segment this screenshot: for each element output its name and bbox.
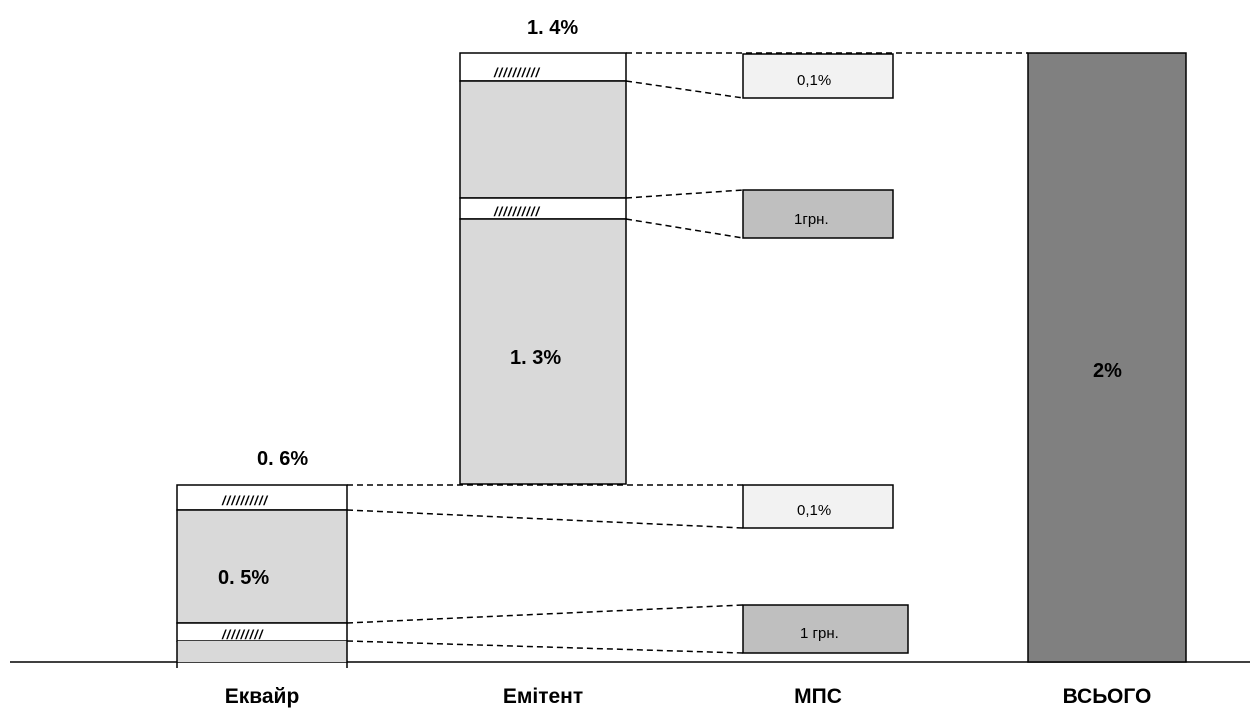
issuer-top-label: 1. 4% [527,17,578,39]
mps-column: 0,1% 1грн. 0,1% 1 грн. [742,53,909,654]
acquirer-top-label: 0. 6% [257,448,308,470]
acquirer-hatch-top: ////////// [221,493,269,508]
issuer-column: ////////// ////////// 1. 4% 1. 3% [459,17,627,485]
issuer-top-strip [459,52,627,82]
mps-box-3-label: 0,1% [797,502,831,519]
issuer-mid-strip [459,197,627,220]
acquirer-main-label: 0. 5% [218,567,269,589]
issuer-main-block [459,218,627,485]
total-column: 2% [1027,52,1187,663]
total-label: 2% [1093,360,1122,382]
mps-box-3 [742,484,894,529]
category-label-mps: МПС [794,685,842,708]
issuer-hatch-mid: ////////// [493,204,541,219]
connector-issuer-mid-bottom-to-mps2 [625,218,744,239]
mps-box-1 [742,53,894,99]
connectors [346,52,1028,654]
issuer-upper-block [459,80,627,199]
mps-box-4 [742,604,909,654]
mps-box-4-label: 1 грн. [800,625,839,642]
connector-issuer-mid-top-to-mps2 [625,189,744,199]
acquirer-bottom-block [177,641,347,662]
connector-issuer-strip-to-mps1 [625,80,744,99]
category-label-issuer: Емітент [503,685,583,708]
acquirer-main-block [176,509,348,624]
connector-acquirer-strip-to-mps3 [346,509,744,529]
mps-box-2-label: 1грн. [794,211,829,228]
category-label-acquirer: Еквайр [225,685,300,708]
issuer-hatch-top: ////////// [493,65,541,80]
category-labels: Еквайр Емітент МПС ВСЬОГО [225,685,1152,708]
connector-acquirer-lower-bottom-to-mps4 [346,640,744,654]
category-label-total: ВСЬОГО [1063,685,1152,708]
total-bar [1027,52,1187,663]
connector-acquirer-lower-top-to-mps4 [346,604,744,624]
mps-box-1-label: 0,1% [797,72,831,89]
acquirer-column: ////////// ///////// 0. 6% 0. 5% [176,448,348,668]
acquirer-hatch-bottom: ///////// [221,627,264,642]
mps-box-2 [742,189,894,239]
issuer-main-label: 1. 3% [510,347,561,369]
